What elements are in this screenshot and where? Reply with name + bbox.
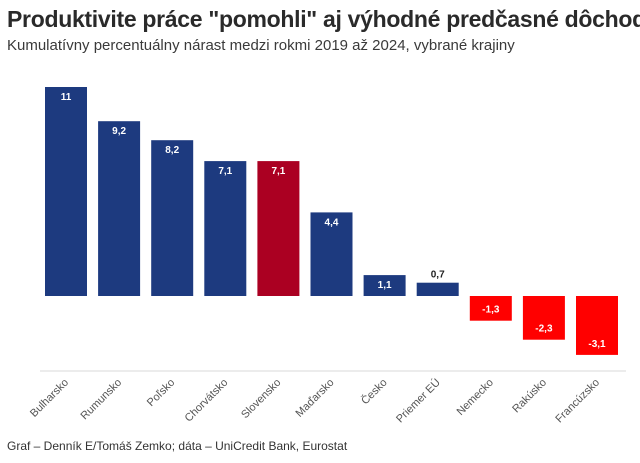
bar [363,275,406,296]
category-tick-label: Nemecko [455,377,496,418]
category-tick-label: Česko [358,376,389,407]
data-label: 7,1 [271,166,285,177]
category-tick-label: Slovensko [239,377,283,421]
data-label: 8,2 [165,145,179,156]
source-footer: Graf – Denník E/Tomáš Zemko; dáta – UniC… [7,439,348,453]
bar [576,296,618,355]
bar [522,296,565,340]
bar [416,282,459,296]
category-tick-label: Rakúsko [510,377,549,416]
chart-subtitle: Kumulatívny percentuálny nárast medzi ro… [7,37,515,54]
bar [45,87,87,296]
category-tick-label: Francúzsko [553,377,602,426]
bar [310,212,353,296]
data-label: -2,3 [535,324,553,335]
data-label: -3,1 [588,339,606,350]
bar [257,161,300,296]
data-label: 4,4 [325,217,339,228]
data-label: 9,2 [112,126,126,137]
category-tick-label: Poľsko [145,377,177,409]
data-label: 0,7 [431,270,445,281]
data-label: -1,3 [482,305,500,316]
chart-title: Produktivite práce "pomohli" aj výhodné … [7,6,640,32]
category-tick-label: Maďarsko [294,377,337,420]
bar [204,161,247,296]
data-label: 7,1 [218,166,232,177]
category-tick-label: Chorvátsko [183,377,231,425]
bar [151,140,194,296]
bar [98,121,141,296]
data-label: 11 [61,92,72,103]
category-tick-label: Bulharsko [28,377,71,420]
data-label: 1,1 [378,280,392,291]
category-tick-label: Priemer EÚ [393,376,442,425]
bar [469,296,512,321]
category-tick-label: Rumunsko [79,377,125,423]
